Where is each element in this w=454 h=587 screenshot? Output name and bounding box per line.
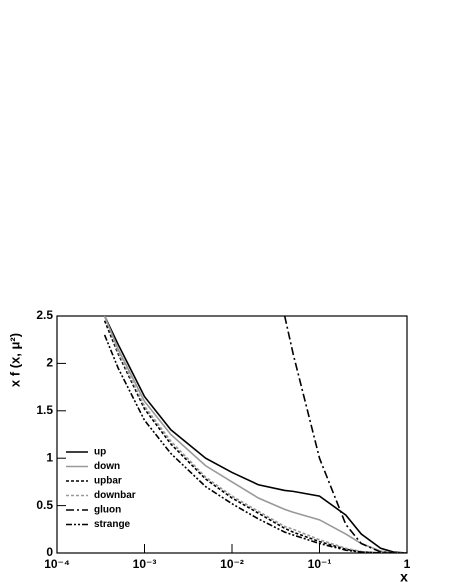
legend-label: up xyxy=(94,447,106,458)
series-line xyxy=(103,316,407,553)
x-tick-label: 10⁻³ xyxy=(133,557,157,571)
series-line xyxy=(103,334,407,553)
y-tick-label: 2.5 xyxy=(36,308,53,322)
x-tick-label: 10⁻² xyxy=(220,557,244,571)
x-tick-label: 1 xyxy=(404,557,411,571)
legend-label: downbar xyxy=(94,490,136,501)
legend-label: gluon xyxy=(94,505,121,516)
series-line xyxy=(103,316,407,553)
plot-frame xyxy=(56,315,408,554)
y-tick-label: 1.5 xyxy=(36,403,53,417)
x-tick-label: 10⁻¹ xyxy=(308,557,332,571)
curves xyxy=(103,316,407,553)
x-tick-label: 10⁻⁴ xyxy=(44,557,70,571)
x-axis-label: x xyxy=(400,569,408,585)
legend-label: strange xyxy=(94,519,131,530)
legend-label: down xyxy=(94,461,120,472)
y-tick-label: 0.5 xyxy=(36,498,53,512)
y-tick-label: 0 xyxy=(46,545,53,559)
series-line xyxy=(283,316,407,553)
y-tick-label: 1 xyxy=(46,450,53,464)
y-tick-label: 2 xyxy=(46,356,53,370)
y-axis-label: x f (x, μ²) xyxy=(7,333,22,387)
legend-label: upbar xyxy=(94,476,122,487)
